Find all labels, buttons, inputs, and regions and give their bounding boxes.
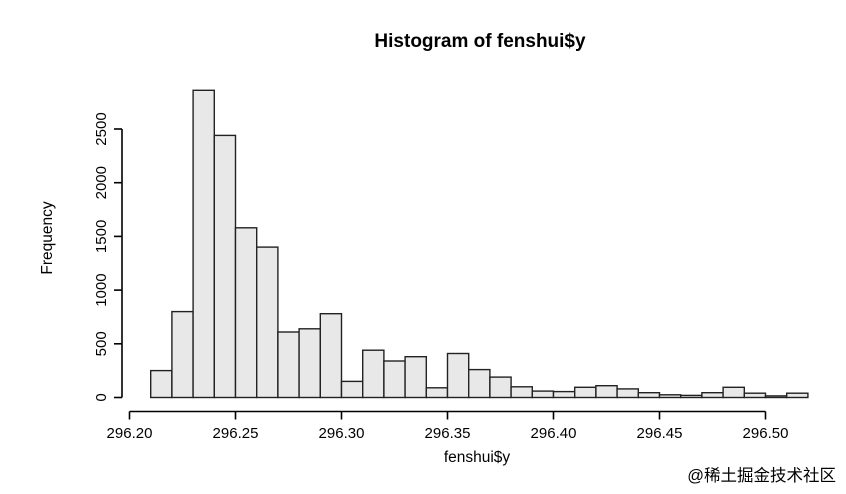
histogram-bar (637, 392, 661, 399)
y-tick-label: 500 (93, 331, 110, 356)
histogram-bar (552, 390, 576, 399)
histogram-bar (404, 356, 428, 399)
histogram-bar (213, 134, 237, 399)
y-tick-label: 2000 (93, 166, 110, 199)
histogram-bar (298, 328, 322, 399)
x-tick-label: 296.20 (107, 425, 153, 442)
histogram-bar (362, 349, 385, 399)
y-axis: 0 500 1000 1500 2000 2500 (93, 112, 123, 402)
x-tick-label: 296.45 (637, 425, 683, 442)
histogram-bar (446, 352, 470, 399)
histogram-bar (171, 310, 194, 399)
histogram-bar (468, 368, 491, 399)
x-tick-label: 296.35 (425, 425, 471, 442)
histogram-bar (510, 386, 534, 399)
x-tick-label: 296.40 (531, 425, 577, 442)
histogram-bar (616, 388, 639, 399)
histogram-bar (489, 376, 512, 399)
histogram-bar (680, 394, 703, 399)
histogram-bar (256, 246, 279, 399)
histogram-bar (658, 394, 682, 399)
y-tick-label: 1000 (93, 273, 110, 306)
histogram-bar (701, 392, 724, 399)
y-tick-label: 1500 (93, 220, 110, 253)
histogram-bar (319, 313, 343, 399)
histogram-bars (149, 89, 809, 399)
histogram-bar (425, 387, 449, 399)
x-axis-label: fenshui$y (444, 449, 511, 466)
histogram-bar (340, 380, 364, 399)
histogram-bar (743, 392, 767, 399)
x-axis: 296.20 296.25 296.30 296.35 296.40 296.45 296.… (107, 410, 789, 442)
x-tick-label: 296.30 (319, 425, 365, 442)
y-axis-label: Frequency (39, 201, 56, 274)
histogram-bar (722, 386, 745, 399)
x-tick-label: 296.25 (213, 425, 259, 442)
histogram-bar (234, 227, 258, 399)
chart-title: Histogram of fenshui$y (374, 31, 586, 52)
y-tick-label: 2500 (93, 112, 110, 145)
watermark: @稀土掘金技术社区 (687, 466, 836, 485)
histogram-bar (531, 390, 555, 399)
histogram-bar (192, 89, 216, 399)
histogram-bar (277, 331, 300, 399)
histogram-bar (786, 392, 809, 399)
histogram-bar (383, 360, 406, 399)
y-tick-label: 0 (93, 393, 110, 401)
histogram-bar (595, 385, 618, 399)
x-tick-label: 296.50 (743, 425, 789, 442)
histogram-bar (149, 369, 173, 399)
histogram-bar (574, 386, 597, 399)
histogram-bar (764, 395, 788, 399)
